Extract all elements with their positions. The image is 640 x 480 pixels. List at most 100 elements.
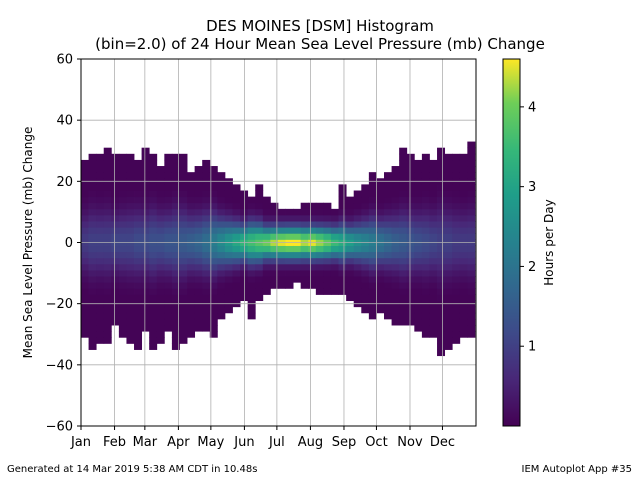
heatmap-cell [368, 312, 377, 320]
heatmap-cell [134, 282, 143, 289]
heatmap-cell [361, 263, 370, 271]
colorbar-tick-label: 2 [528, 260, 536, 275]
heatmap-cell [149, 343, 158, 350]
heatmap-cell [126, 318, 135, 326]
heatmap-cell [149, 288, 158, 295]
heatmap-cell [194, 257, 203, 265]
heatmap-cell [384, 270, 392, 277]
heatmap-cell [103, 325, 112, 332]
heatmap-cell [202, 196, 211, 204]
heatmap-cell [399, 159, 408, 167]
heatmap-cell [414, 196, 423, 204]
heatmap-cell [437, 294, 446, 302]
heatmap-cell [187, 208, 196, 216]
heatmap-cell [361, 184, 370, 191]
heatmap-cell [308, 270, 317, 277]
heatmap-cell [187, 214, 196, 222]
heatmap-cell [444, 202, 453, 210]
heatmap-cell [156, 208, 165, 216]
heatmap-cell [414, 312, 423, 320]
heatmap-cell [171, 294, 180, 302]
heatmap-cell [88, 221, 97, 228]
heatmap-cell [202, 306, 211, 314]
heatmap-cell [399, 153, 408, 161]
heatmap-cell [202, 288, 211, 295]
heatmap-cell [368, 245, 377, 253]
heatmap-cell [421, 172, 430, 179]
heatmap-cell [126, 233, 135, 240]
heatmap-cell [171, 208, 180, 216]
heatmap-cell [414, 202, 423, 210]
heatmap-cell [368, 263, 377, 271]
heatmap-cell [88, 257, 97, 265]
heatmap-cell [467, 251, 476, 259]
heatmap-cell [437, 172, 446, 179]
heatmap-cell [88, 190, 97, 198]
heatmap-cell [194, 172, 203, 179]
heatmap-cell [452, 318, 461, 326]
heatmap-cell [421, 331, 430, 338]
heatmap-cell [149, 318, 158, 326]
heatmap-cell [300, 221, 309, 228]
heatmap-cell [346, 202, 355, 210]
heatmap-cell [141, 172, 150, 179]
heatmap-cell [232, 221, 241, 228]
heatmap-cell [437, 190, 446, 198]
heatmap-cell [126, 166, 135, 173]
heatmap-cell [217, 276, 226, 283]
heatmap-cell [171, 172, 180, 179]
heatmap-cell [421, 312, 430, 320]
heatmap-cell [187, 257, 196, 265]
heatmap-cell [171, 312, 180, 320]
heatmap-cell [111, 276, 120, 283]
heatmap-cell [353, 196, 362, 204]
heatmap-cell [262, 251, 271, 259]
heatmap-cell [202, 318, 211, 326]
heatmap-cell [156, 190, 165, 198]
heatmap-cell [444, 263, 453, 271]
heatmap-cell [277, 282, 286, 289]
heatmap-cell [437, 349, 446, 357]
heatmap-cell [217, 190, 226, 198]
heatmap-cell [134, 276, 143, 283]
heatmap-cell [103, 153, 112, 161]
heatmap-cell [459, 312, 468, 320]
heatmap-cell [103, 263, 112, 271]
heatmap-cell [111, 251, 120, 259]
heatmap-cell [391, 172, 400, 179]
heatmap-cell [81, 257, 89, 265]
heatmap-cell [179, 318, 188, 326]
heatmap-cell [217, 221, 226, 228]
heatmap-cell [224, 202, 233, 210]
y-tick-label: −40 [46, 358, 73, 373]
heatmap-cell [179, 208, 188, 216]
heatmap-cell [149, 257, 158, 265]
heatmap-cell [444, 221, 453, 228]
heatmap-cell [338, 227, 347, 234]
heatmap-cell [194, 227, 203, 234]
heatmap-cell [330, 257, 339, 265]
heatmap-cell [467, 184, 476, 191]
heatmap-cell [126, 202, 135, 210]
heatmap-cell [103, 257, 112, 265]
x-tick-label: Feb [103, 435, 126, 450]
heatmap-cell [141, 221, 150, 228]
heatmap-cell [217, 294, 226, 302]
heatmap-cell [262, 263, 271, 271]
heatmap-cell [437, 257, 446, 265]
heatmap-cell [406, 202, 415, 210]
heatmap-cell [149, 159, 158, 167]
heatmap-cell [300, 227, 309, 234]
heatmap-cell [459, 288, 468, 295]
heatmap-cell [414, 159, 423, 167]
heatmap-cell [88, 153, 97, 161]
heatmap-cell [126, 282, 135, 289]
heatmap-cell [202, 325, 211, 332]
heatmap-cell [346, 270, 355, 277]
heatmap-cell [202, 190, 211, 198]
heatmap-cell [361, 196, 370, 204]
heatmap-cell [141, 270, 150, 277]
heatmap-cell [444, 153, 453, 161]
heatmap-cell [96, 263, 105, 271]
heatmap-cell [376, 276, 385, 283]
